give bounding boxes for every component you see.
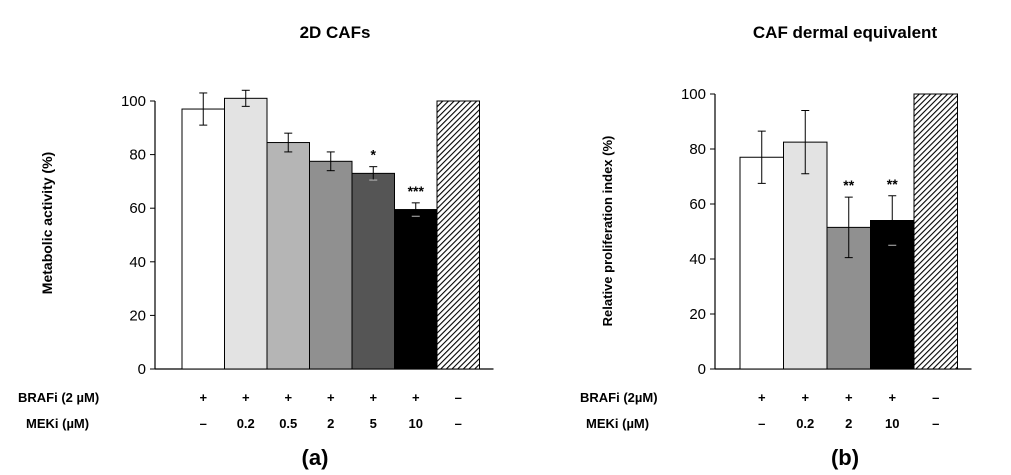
brafi-condition-label: + (758, 390, 766, 405)
meki-condition-label: 2 (845, 416, 852, 431)
y-tick-label: 80 (129, 147, 146, 164)
y-tick-label: 20 (129, 307, 146, 324)
y-tick-label: 40 (129, 254, 146, 271)
y-tick-label: 40 (689, 251, 706, 268)
significance-label: *** (408, 183, 425, 199)
bar (351, 172, 395, 370)
panel-a: 2D CAFs Metabolic activity (%) 0 20 40 60 80… (18, 23, 494, 470)
y-tick-label: 80 (689, 141, 706, 158)
panel-b-label: (b) (831, 445, 859, 470)
brafi-condition-label: – (932, 390, 939, 405)
meki-condition-label: – (200, 416, 207, 431)
panel-a-ylabel-group: Metabolic activity (%) (39, 152, 55, 294)
y-tick-label: 100 (681, 86, 706, 103)
panel-b-brafi-row-label: BRAFi (2µM) (580, 390, 658, 405)
meki-condition-label: – (758, 416, 765, 431)
panel-a-y-axis-label: Metabolic activity (%) (39, 152, 55, 294)
brafi-condition-label: + (412, 390, 420, 405)
y-tick-label: 60 (129, 200, 146, 217)
brafi-condition-label: + (845, 390, 853, 405)
bar (913, 93, 958, 370)
bar (224, 97, 268, 370)
brafi-condition-label: + (327, 390, 335, 405)
y-tick-label: 0 (698, 361, 706, 378)
bar (394, 209, 438, 370)
brafi-condition-label: + (888, 390, 896, 405)
meki-condition-label: 2 (327, 416, 334, 431)
panel-b-title: CAF dermal equivalent (753, 23, 938, 42)
brafi-condition-label: + (284, 390, 292, 405)
brafi-condition-label: + (369, 390, 377, 405)
significance-label: ** (843, 177, 854, 193)
panel-a-brafi-row-label: BRAFi (2 µM) (18, 390, 99, 405)
panel-a-y-ticks: 0 20 40 60 80 100 (121, 93, 155, 378)
significance-label: * (371, 147, 377, 163)
meki-condition-label: – (932, 416, 939, 431)
panel-b-conditions: + – +0.2 +2 +10 – – (758, 390, 939, 431)
bar (181, 108, 225, 370)
panel-b-meki-row-label: MEKi (µM) (586, 416, 649, 431)
panel-b: CAF dermal equivalent Relative prolifera… (580, 23, 972, 470)
y-tick-label: 20 (689, 306, 706, 323)
meki-condition-label: 10 (885, 416, 899, 431)
bar (266, 142, 310, 370)
brafi-condition-label: + (801, 390, 809, 405)
y-tick-label: 100 (121, 93, 146, 110)
meki-condition-label: 0.2 (796, 416, 814, 431)
brafi-condition-label: + (199, 390, 207, 405)
panel-a-conditions: + – +0.2 +0.5 +2 +5 +10 – – (199, 390, 461, 431)
bar (436, 100, 480, 370)
y-tick-label: 0 (138, 361, 146, 378)
panel-b-y-ticks: 0 20 40 60 80 100 (681, 86, 715, 378)
meki-condition-label: 0.5 (279, 416, 297, 431)
panel-a-title: 2D CAFs (300, 23, 371, 42)
meki-condition-label: 5 (370, 416, 377, 431)
panel-b-y-axis-label: Relative proliferation index (%) (600, 136, 615, 327)
meki-condition-label: – (455, 416, 462, 431)
panel-b-ylabel-group: Relative proliferation index (%) (600, 136, 615, 327)
bar (309, 160, 353, 370)
bar (783, 141, 828, 370)
panel-a-meki-row-label: MEKi (µM) (26, 416, 89, 431)
brafi-condition-label: – (455, 390, 462, 405)
bar (739, 156, 784, 370)
meki-condition-label: 0.2 (237, 416, 255, 431)
y-tick-label: 60 (689, 196, 706, 213)
meki-condition-label: 10 (409, 416, 423, 431)
panel-b-plot-area: ** ** (714, 93, 972, 370)
significance-label: ** (887, 176, 898, 192)
brafi-condition-label: + (242, 390, 250, 405)
panel-a-label: (a) (302, 445, 329, 470)
panel-a-plot-area: **** (154, 89, 494, 370)
